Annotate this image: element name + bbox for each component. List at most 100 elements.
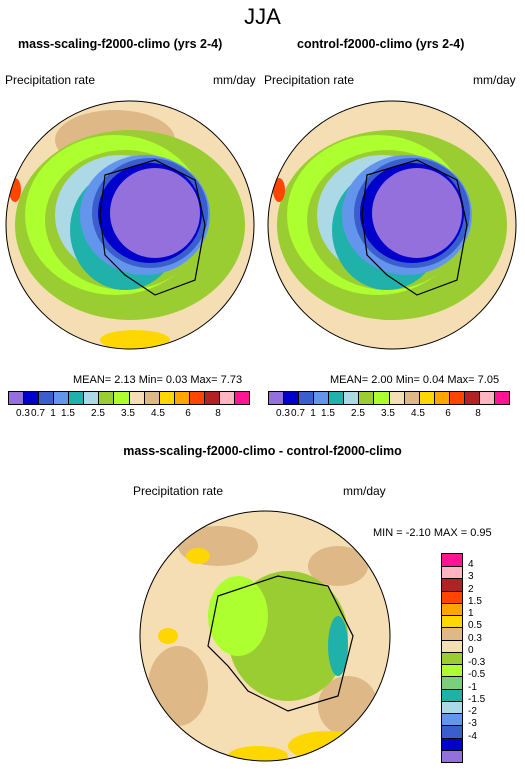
panel1-title: mass-scaling-f2000-climo (yrs 2-4) xyxy=(18,37,223,51)
colorbar-swatch xyxy=(144,392,160,404)
colorbar-swatch xyxy=(9,392,25,404)
panel1-variable: Precipitation rate xyxy=(5,73,96,87)
colorbar-swatch xyxy=(24,392,40,404)
panel2-title: control-f2000-climo (yrs 2-4) xyxy=(297,37,465,51)
colorbar-swatch xyxy=(442,578,462,591)
colorbar-swatch xyxy=(284,392,300,404)
colorbar-swatch xyxy=(329,392,345,404)
colorbar-swatch xyxy=(442,749,462,762)
colorbar-tick-label: 1.5 xyxy=(321,408,335,419)
colorbar-tick-label: 6 xyxy=(185,408,191,419)
colorbar-swatch xyxy=(314,392,330,404)
colorbar-tick-label: -4 xyxy=(468,730,477,742)
colorbar-swatch xyxy=(442,615,462,628)
panel1-stats: MEAN= 2.13 Min= 0.03 Max= 7.73 xyxy=(73,374,243,386)
colorbar-swatch xyxy=(479,392,495,404)
colorbar-swatch xyxy=(434,392,450,404)
colorbar-tick-label: 6 xyxy=(445,408,451,419)
colorbar-tick-label: 1.5 xyxy=(468,595,482,607)
panel1-colorbar xyxy=(8,391,250,405)
panel2-stats: MEAN= 2.00 Min= 0.04 Max= 7.05 xyxy=(330,374,500,386)
colorbar-tick-label: 0.3 xyxy=(16,408,30,419)
panel1-polar-map xyxy=(5,100,255,350)
colorbar-tick-label: 8 xyxy=(215,408,221,419)
colorbar-swatch xyxy=(449,392,465,404)
colorbar-tick-label: 2.5 xyxy=(351,408,365,419)
colorbar-tick-label: 0.7 xyxy=(291,408,305,419)
colorbar-swatch xyxy=(442,676,462,689)
colorbar-swatch xyxy=(219,392,235,404)
panel2-variable: Precipitation rate xyxy=(264,73,355,87)
colorbar-swatch xyxy=(442,688,462,701)
colorbar-swatch xyxy=(442,590,462,603)
colorbar-tick-label: 0.3 xyxy=(468,632,482,644)
colorbar-swatch xyxy=(442,664,462,677)
colorbar-tick-label: 8 xyxy=(475,408,481,419)
colorbar-tick-label: 4 xyxy=(468,559,474,571)
season-title: JJA xyxy=(244,4,281,29)
colorbar-swatch xyxy=(404,392,420,404)
colorbar-swatch xyxy=(114,392,130,404)
colorbar-tick-label: 0.3 xyxy=(276,408,290,419)
colorbar-swatch xyxy=(99,392,115,404)
colorbar-swatch xyxy=(234,392,249,404)
colorbar-swatch xyxy=(84,392,100,404)
colorbar-tick-label: 4.5 xyxy=(411,408,425,419)
colorbar-swatch xyxy=(442,713,462,726)
colorbar-swatch xyxy=(189,392,205,404)
colorbar-swatch xyxy=(299,392,315,404)
colorbar-swatch xyxy=(204,392,220,404)
colorbar-swatch xyxy=(389,392,405,404)
colorbar-tick-label: 0 xyxy=(468,644,474,656)
diff-polar-map xyxy=(139,510,391,762)
colorbar-tick-label: -0.5 xyxy=(468,669,486,681)
panel2-colorbar xyxy=(268,391,510,405)
colorbar-swatch xyxy=(464,392,480,404)
panel2-polar-map xyxy=(267,100,517,350)
colorbar-tick-label: -3 xyxy=(468,718,477,730)
colorbar-tick-label: -1.5 xyxy=(468,693,486,705)
colorbar-swatch xyxy=(494,392,509,404)
colorbar-swatch xyxy=(442,554,462,567)
colorbar-swatch xyxy=(442,651,462,665)
colorbar-swatch xyxy=(374,392,390,404)
colorbar-tick-label: 1 xyxy=(50,408,56,419)
colorbar-tick-label: 0.7 xyxy=(31,408,45,419)
colorbar-swatch xyxy=(442,725,462,738)
diff-colorbar xyxy=(441,553,463,763)
colorbar-swatch xyxy=(54,392,70,404)
colorbar-tick-label: -1 xyxy=(468,681,477,693)
colorbar-tick-label: 3.5 xyxy=(121,408,135,419)
colorbar-swatch xyxy=(269,392,285,404)
colorbar-swatch xyxy=(39,392,55,404)
colorbar-swatch xyxy=(69,392,85,404)
colorbar-swatch xyxy=(442,700,462,714)
colorbar-swatch xyxy=(442,566,462,579)
colorbar-swatch xyxy=(442,627,462,640)
colorbar-tick-label: -0.3 xyxy=(468,657,486,669)
colorbar-tick-label: 1 xyxy=(468,608,474,620)
colorbar-swatch xyxy=(344,392,360,404)
colorbar-tick-label: 3 xyxy=(468,571,474,583)
colorbar-tick-label: 4.5 xyxy=(151,408,165,419)
colorbar-swatch xyxy=(174,392,190,404)
colorbar-swatch xyxy=(442,602,462,616)
colorbar-tick-label: 2 xyxy=(468,583,474,595)
colorbar-swatch xyxy=(419,392,435,404)
colorbar-swatch xyxy=(442,639,462,652)
panel1-units: mm/day xyxy=(213,73,256,87)
colorbar-tick-label: 2.5 xyxy=(91,408,105,419)
panel2-units: mm/day xyxy=(473,73,516,87)
colorbar-tick-label: 0.5 xyxy=(468,620,482,632)
colorbar-swatch xyxy=(129,392,145,404)
diff-variable: Precipitation rate xyxy=(133,484,224,498)
colorbar-swatch xyxy=(442,737,462,750)
colorbar-tick-label: -2 xyxy=(468,706,477,718)
diff-stats: MIN = -2.10 MAX = 0.95 xyxy=(373,527,492,539)
colorbar-tick-label: 3.5 xyxy=(381,408,395,419)
diff-title: mass-scaling-f2000-climo - control-f2000… xyxy=(123,444,402,458)
colorbar-tick-label: 1 xyxy=(310,408,316,419)
diff-units: mm/day xyxy=(343,484,386,498)
colorbar-swatch xyxy=(159,392,175,404)
colorbar-tick-label: 1.5 xyxy=(61,408,75,419)
